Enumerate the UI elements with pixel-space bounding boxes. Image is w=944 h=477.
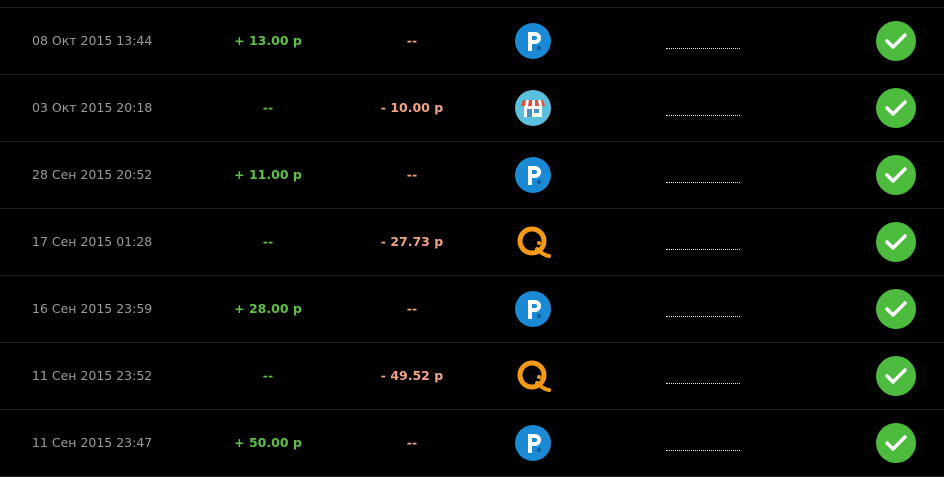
income: + 11.00 р [234, 167, 302, 182]
income: -- [262, 368, 274, 383]
redacted-account [666, 383, 740, 384]
payment-method-icon [515, 425, 551, 465]
transaction-row: 08 Окт 2015 13:44 + 13.00 р -- [0, 8, 944, 75]
redacted-account [666, 115, 740, 116]
transaction-row: 11 Сен 2015 23:47 + 50.00 р -- [0, 410, 944, 477]
status-success-icon [876, 21, 916, 65]
date: 03 Окт 2015 20:18 [32, 100, 153, 115]
date: 11 Сен 2015 23:52 [32, 368, 153, 383]
payment-method-icon [515, 157, 551, 197]
transaction-row: 17 Сен 2015 01:28 -- - 27.73 р [0, 209, 944, 276]
expense: - 49.52 р [380, 368, 444, 383]
expense: -- [406, 33, 418, 48]
status-success-icon [876, 155, 916, 199]
redacted-account [666, 450, 740, 451]
status-success-icon [876, 88, 916, 132]
expense: -- [406, 167, 418, 182]
status-success-icon [876, 423, 916, 467]
transaction-row: 16 Сен 2015 23:59 + 28.00 р -- [0, 276, 944, 343]
transaction-row: 28 Сен 2015 20:52 + 11.00 р -- [0, 142, 944, 209]
date: 08 Окт 2015 13:44 [32, 33, 153, 48]
status-success-icon [876, 222, 916, 266]
transaction-row: 03 Окт 2015 20:18 -- - 10.00 р [0, 75, 944, 142]
payment-method-icon [515, 23, 551, 63]
date: 16 Сен 2015 23:59 [32, 301, 153, 316]
expense: - 27.73 р [380, 234, 444, 249]
date: 17 Сен 2015 01:28 [32, 234, 153, 249]
transaction-list: 08 Окт 2015 13:44 + 13.00 р -- 03 Окт 2015 … [0, 7, 944, 477]
income: + 50.00 р [234, 435, 302, 450]
income: -- [262, 234, 274, 249]
redacted-account [666, 249, 740, 250]
redacted-account [666, 182, 740, 183]
status-success-icon [876, 356, 916, 400]
status-success-icon [876, 289, 916, 333]
income: + 28.00 р [234, 301, 302, 316]
payment-method-icon [515, 291, 551, 331]
payment-method-icon [515, 224, 553, 266]
payment-method-icon [515, 90, 551, 130]
payment-method-icon [515, 358, 553, 400]
expense: -- [406, 435, 418, 450]
expense: -- [406, 301, 418, 316]
expense: - 10.00 р [380, 100, 444, 115]
redacted-account [666, 48, 740, 49]
income: -- [262, 100, 274, 115]
date: 28 Сен 2015 20:52 [32, 167, 153, 182]
transaction-row: 11 Сен 2015 23:52 -- - 49.52 р [0, 343, 944, 410]
income: + 13.00 р [234, 33, 302, 48]
date: 11 Сен 2015 23:47 [32, 435, 153, 450]
redacted-account [666, 316, 740, 317]
